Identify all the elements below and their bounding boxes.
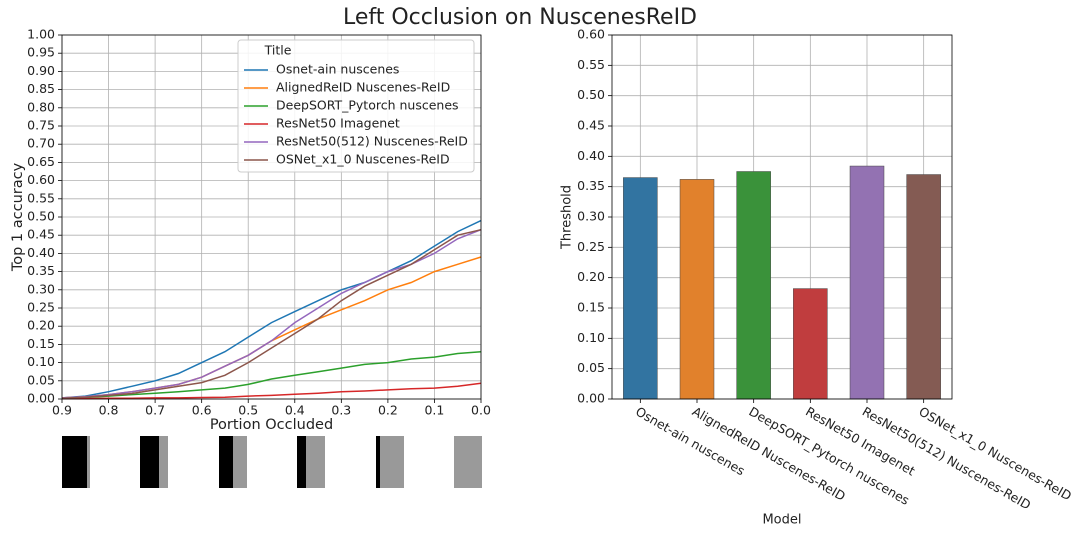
y-tick-label: 0.55 [577, 57, 605, 72]
figure-title: Left Occlusion on NuscenesReID [343, 5, 697, 30]
y-tick-label: 1.00 [27, 27, 55, 42]
y-tick-label: 0.40 [577, 148, 605, 163]
series-line [61, 228, 482, 400]
y-tick-label: 0.75 [27, 118, 55, 133]
y-axis-label: Threshold [560, 185, 575, 250]
y-tick-label: 0.70 [27, 136, 55, 151]
y-tick-label: 0.00 [577, 391, 605, 406]
y-tick-label: 0.20 [577, 269, 605, 284]
thumbnail [376, 436, 404, 488]
y-tick-label: 0.45 [27, 227, 55, 242]
x-axis-label: Portion Occluded [210, 417, 333, 433]
occluder [140, 436, 159, 488]
x-tick-label: 0.7 [145, 403, 165, 418]
bar [679, 179, 715, 400]
y-tick-label: 0.60 [27, 172, 55, 187]
y-tick-label: 0.00 [27, 391, 55, 406]
x-tick-label: 0.8 [99, 403, 119, 418]
x-tick-label: 0.0 [471, 403, 491, 418]
y-tick-label: 0.95 [27, 45, 55, 60]
y-tick-label: 0.40 [27, 245, 55, 260]
y-tick-label: 0.10 [27, 354, 55, 369]
legend-box [237, 39, 475, 173]
y-tick-label: 0.85 [27, 81, 55, 96]
legend-label: ResNet50 Imagenet [276, 116, 400, 131]
legend-label: ResNet50(512) Nuscenes-ReID [276, 134, 468, 149]
bar [736, 171, 771, 400]
y-tick-label: 0.10 [577, 330, 605, 345]
series-line [62, 382, 482, 400]
y-tick-label: 0.25 [577, 239, 605, 254]
legend-label: AlignedReID Nuscenes-ReID [276, 80, 450, 95]
x-tick-label: 0.2 [378, 403, 398, 418]
series-line [61, 256, 482, 399]
y-tick-label: 0.35 [577, 178, 605, 193]
plot-frame [611, 34, 953, 400]
occluder [376, 436, 380, 488]
x-tick-label: 0.4 [285, 403, 305, 418]
occluder [219, 436, 233, 488]
bar [793, 288, 828, 400]
y-tick-label: 0.05 [577, 360, 605, 375]
legend-label: DeepSORT_Pytorch nuscenes [276, 98, 459, 113]
bar [623, 177, 658, 400]
y-axis-label: Top 1 accuracy [10, 162, 26, 272]
plot-frame [61, 34, 482, 400]
y-tick-label: 0.05 [27, 372, 55, 387]
y-tick-label: 0.80 [27, 99, 55, 114]
y-tick-label: 0.45 [577, 118, 605, 133]
x-tick-label: 0.6 [192, 403, 212, 418]
series-line [61, 229, 482, 399]
x-tick-label: 0.3 [331, 403, 351, 418]
y-tick-label: 0.15 [577, 300, 605, 315]
occluder [62, 436, 87, 488]
x-tick-label: 0.1 [424, 403, 444, 418]
y-tick-label: 0.25 [27, 300, 55, 315]
x-tick-label: 0.5 [238, 403, 258, 418]
y-tick-label: 0.65 [27, 154, 55, 169]
x-tick-label: 0.9 [52, 403, 72, 418]
series-line [61, 350, 482, 400]
y-tick-label: 0.30 [27, 281, 55, 296]
x-axis-label: Model [762, 513, 801, 528]
legend-label: OSNet_x1_0 Nuscenes-ReID [276, 152, 450, 167]
legend-label: Osnet-ain nuscenes [276, 62, 399, 77]
y-tick-label: 0.50 [27, 209, 55, 224]
y-tick-label: 0.50 [577, 87, 605, 102]
y-tick-label: 0.15 [27, 336, 55, 351]
y-tick-label: 0.55 [27, 190, 55, 205]
occlusion-thumbnails [62, 436, 482, 488]
bar [906, 174, 941, 400]
thumbnail [454, 436, 482, 488]
occluder [297, 436, 306, 488]
y-tick-label: 0.90 [27, 63, 55, 78]
y-tick-label: 0.35 [27, 263, 55, 278]
series-line [61, 219, 482, 399]
bar [849, 165, 885, 400]
legend-title: Title [264, 43, 292, 58]
y-tick-label: 0.30 [577, 209, 605, 224]
y-tick-label: 0.60 [577, 27, 605, 42]
y-tick-label: 0.20 [27, 318, 55, 333]
